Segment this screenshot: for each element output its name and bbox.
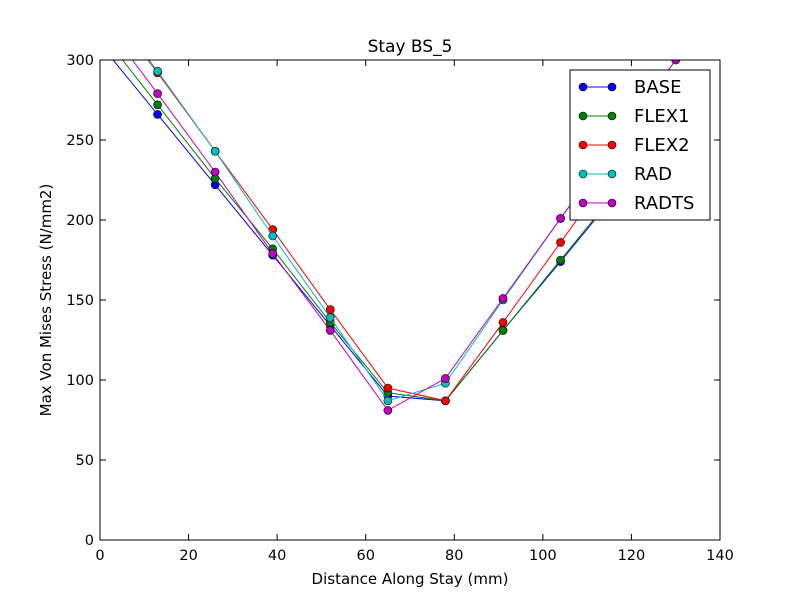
legend-label: BASE	[634, 77, 681, 98]
tick-layer: 0 20 40 60 80 100 120 140 0 50 100 150 200 250 300	[66, 53, 734, 564]
legend: BASE FLEX1 FLEX2 RAD RADTS	[569, 69, 711, 221]
data-point	[441, 374, 450, 383]
chart-title: Stay BS_5	[368, 37, 453, 57]
legend-marker	[578, 198, 588, 208]
y-tick-label: 150	[66, 293, 94, 309]
legend-marker	[578, 111, 588, 121]
legend-item-rad: RAD	[578, 164, 672, 185]
x-tick-label: 60	[356, 548, 374, 564]
legend-marker	[607, 198, 617, 208]
data-point	[153, 89, 162, 98]
x-axis-title: Distance Along Stay (mm)	[312, 570, 509, 588]
data-point	[498, 294, 508, 303]
data-point	[383, 396, 393, 406]
data-point	[498, 326, 508, 335]
legend-marker	[607, 82, 617, 92]
data-point	[441, 396, 450, 406]
y-tick-label: 300	[66, 53, 94, 69]
legend-marker	[578, 82, 588, 92]
data-point	[383, 383, 393, 393]
legend-marker	[578, 140, 588, 150]
y-tick-label: 0	[85, 533, 94, 549]
data-point	[153, 100, 162, 110]
legend-marker	[607, 140, 617, 150]
legend-label: FLEX2	[634, 135, 690, 156]
data-point	[153, 110, 162, 119]
data-point	[556, 238, 565, 247]
x-tick-label: 80	[445, 548, 463, 564]
y-tick-label: 250	[66, 133, 94, 149]
legend-item-flex1: FLEX1	[578, 106, 690, 127]
data-point	[383, 406, 393, 415]
data-point	[268, 249, 278, 258]
x-tick-label: 40	[268, 548, 286, 564]
y-tick-label: 50	[76, 453, 94, 469]
legend-item-radts: RADTS	[578, 193, 694, 214]
legend-item-base: BASE	[578, 77, 681, 98]
x-tick-label: 0	[95, 548, 104, 564]
data-point	[210, 146, 220, 156]
data-point	[671, 60, 681, 65]
data-point	[325, 326, 335, 335]
data-point	[325, 305, 335, 314]
x-tick-label: 20	[179, 548, 197, 564]
x-tick-label: 120	[618, 548, 646, 564]
data-point	[268, 231, 278, 241]
series-layer	[112, 60, 681, 415]
data-point	[556, 214, 565, 223]
legend-marker	[578, 169, 588, 179]
legend-item-flex2: FLEX2	[578, 135, 690, 156]
legend-marker	[607, 111, 617, 121]
data-point	[210, 167, 220, 177]
legend-label: RADTS	[634, 193, 694, 214]
data-point	[556, 255, 565, 265]
legend-label: RAD	[634, 164, 672, 185]
legend-marker	[607, 169, 617, 179]
legend-label: FLEX1	[634, 106, 690, 127]
y-tick-label: 200	[66, 213, 94, 229]
data-point	[153, 66, 162, 76]
x-tick-label: 100	[529, 548, 557, 564]
data-point	[498, 318, 508, 327]
y-tick-label: 100	[66, 373, 94, 389]
x-tick-label: 140	[706, 548, 734, 564]
data-point	[325, 313, 335, 322]
y-axis-title: Max Von Mises Stress (N/mm2)	[37, 184, 55, 417]
